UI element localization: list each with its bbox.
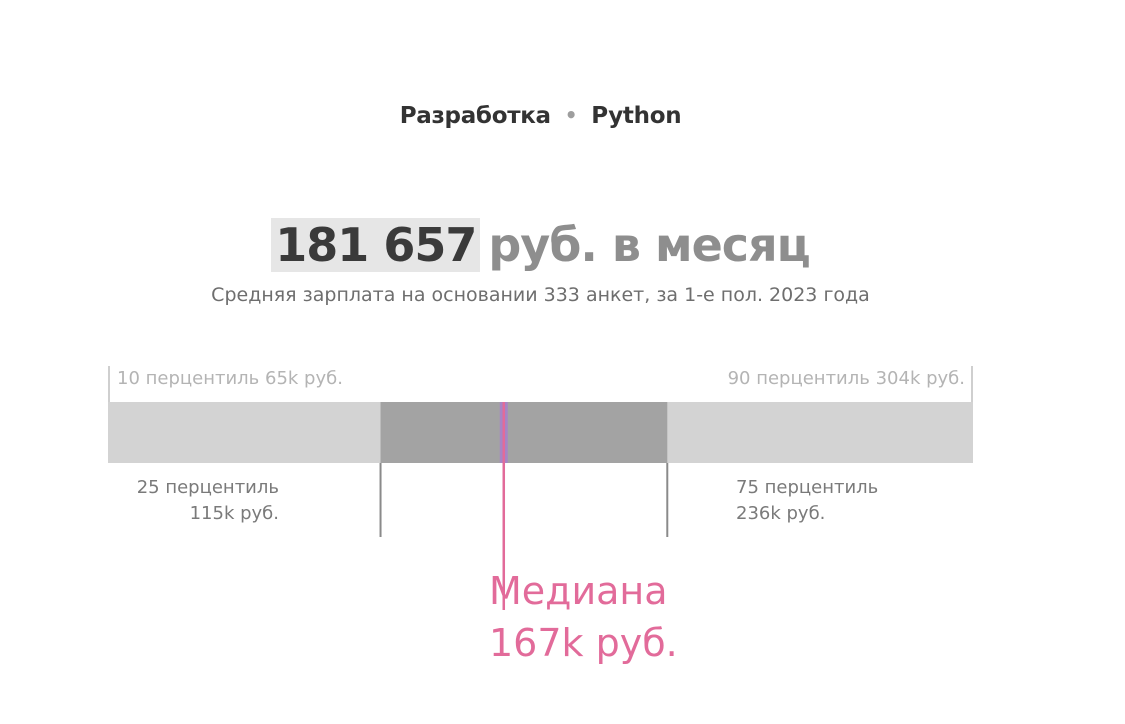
p25-label-name: 25 перцентиль — [136, 477, 279, 498]
p75-label: 75 перцентиль 236k руб. — [736, 475, 878, 527]
p25-label: 25 перцентиль 115k руб. — [137, 475, 279, 527]
salary-unit: руб. в месяц — [488, 218, 810, 272]
breadcrumb: Разработка • Python — [0, 103, 1081, 129]
p25-label-value: 115k руб. — [189, 503, 279, 524]
p90-label: 90 перцентиль 304k руб. — [727, 368, 965, 389]
bullet-separator: • — [564, 103, 578, 127]
p10-label: 10 перцентиль 65k руб. — [117, 368, 343, 389]
salary-subtitle: Средняя зарплата на основании 333 анкет,… — [211, 284, 870, 306]
outer-range-bar — [108, 402, 973, 463]
p75-label-name: 75 перцентиль — [736, 477, 879, 498]
median-marker — [499, 402, 508, 463]
breadcrumb-skill[interactable]: Python — [591, 103, 682, 129]
median-label-value: 167k руб. — [489, 621, 678, 665]
salary-headline: 181 657 руб. в месяц — [0, 218, 1081, 272]
breadcrumb-category[interactable]: Разработка — [399, 103, 551, 129]
p75-label-value: 236k руб. — [736, 503, 826, 524]
median-label-name: Медиана — [489, 569, 668, 613]
interquartile-range-bar — [380, 402, 668, 463]
median-label: Медиана 167k руб. — [489, 565, 678, 669]
average-salary-amount: 181 657 — [271, 218, 481, 272]
